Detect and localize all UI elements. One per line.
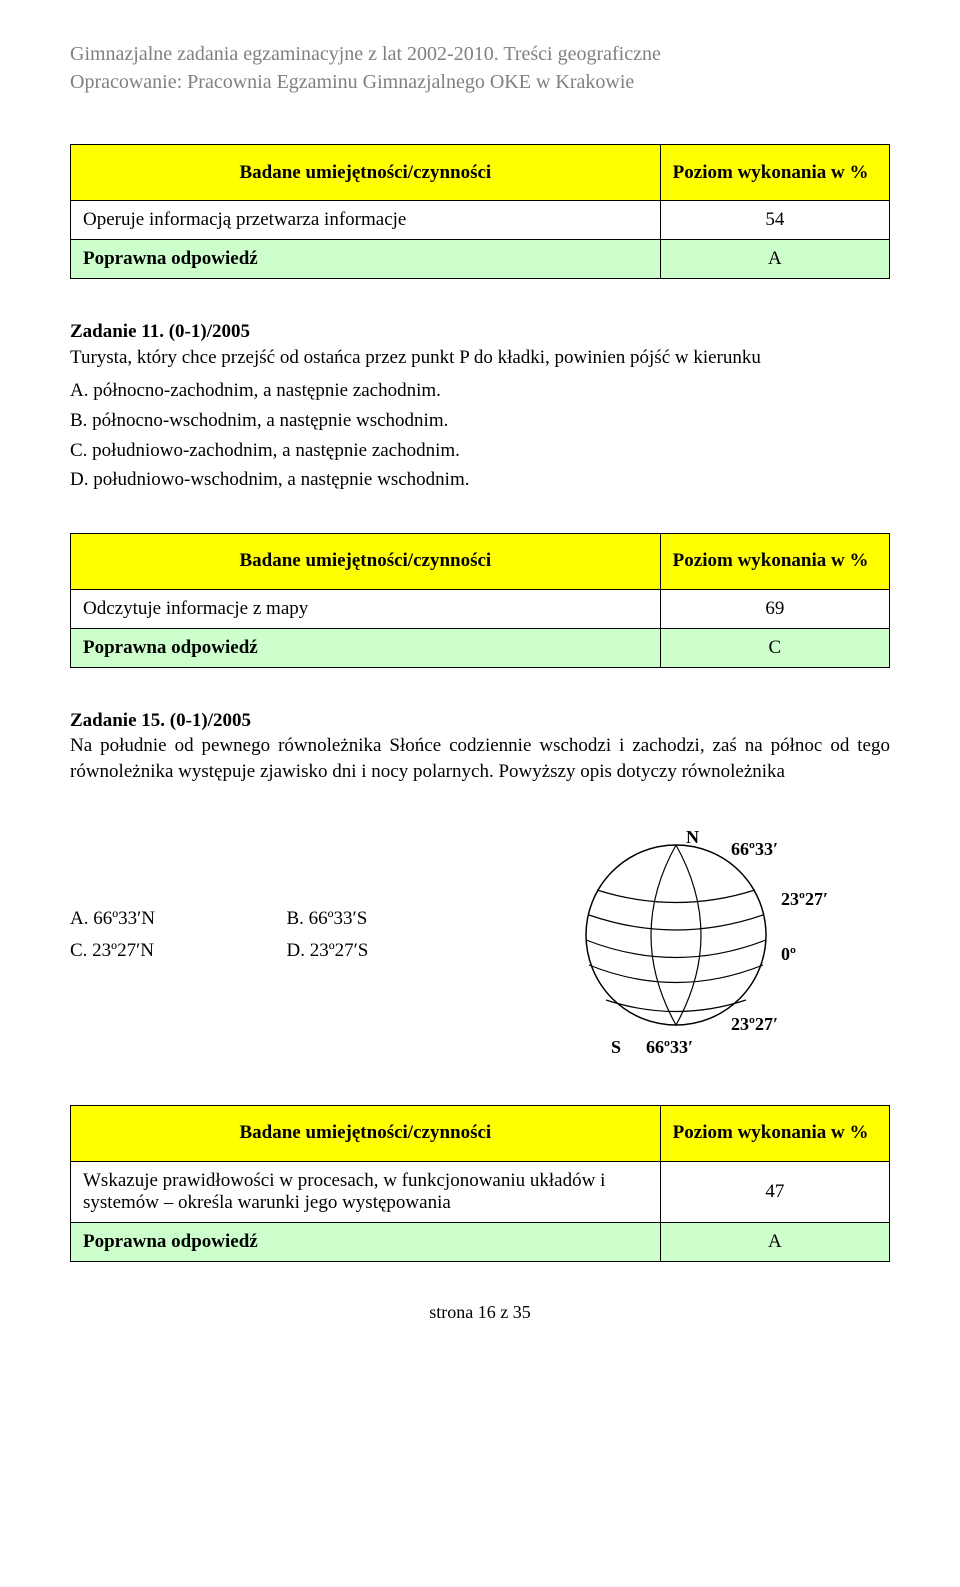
table3-answer-label: Poprawna odpowiedź	[71, 1222, 661, 1261]
task15-opt-a: A. 66º33′N	[70, 908, 286, 930]
table2-answer: C	[660, 628, 889, 667]
table1-skill: Operuje informacją przetwarza informacje	[71, 201, 661, 240]
table-1: Badane umiejętności/czynności Poziom wyk…	[70, 144, 890, 279]
task15-opt-b: B. 66º33′S	[286, 908, 502, 930]
table1-answer: A	[660, 240, 889, 279]
globe-lat-66n: 66º33′	[731, 839, 778, 859]
table3-value: 47	[660, 1161, 889, 1222]
task15-opt-d: D. 23º27′S	[286, 940, 502, 962]
table3-level-header: Poziom wykonania w %	[660, 1105, 889, 1161]
page-header: Gimnazjalne zadania egzaminacyjne z lat …	[70, 40, 890, 96]
globe-label-n: N	[686, 827, 699, 847]
task15-diagram-row: A. 66º33′N B. 66º33′S C. 23º27′N D. 23º2…	[70, 805, 890, 1065]
globe-svg: N S 66º33′ 23º27′ 0º 23º27′ 66º33′	[556, 805, 856, 1065]
table1-skills-header: Badane umiejętności/czynności	[71, 145, 661, 201]
task11-title: Zadanie 11. (0-1)/2005	[70, 321, 250, 342]
task11-opt-c: C. południowo-zachodnim, a następnie zac…	[70, 438, 890, 464]
header-line1: Gimnazjalne zadania egzaminacyjne z lat …	[70, 40, 890, 68]
task15-opt-c: C. 23º27′N	[70, 940, 286, 962]
table3-skill: Wskazuje prawidłowości w procesach, w fu…	[71, 1161, 661, 1222]
table-2: Badane umiejętności/czynności Poziom wyk…	[70, 533, 890, 668]
task15-options: A. 66º33′N B. 66º33′S C. 23º27′N D. 23º2…	[70, 898, 521, 972]
globe-lat-23s: 23º27′	[731, 1014, 778, 1034]
table2-answer-label: Poprawna odpowiedź	[71, 628, 661, 667]
table3-answer: A	[660, 1222, 889, 1261]
task11-options: A. północno-zachodnim, a następnie zacho…	[70, 378, 890, 493]
table2-skills-header: Badane umiejętności/czynności	[71, 533, 661, 589]
table1-level-header: Poziom wykonania w %	[660, 145, 889, 201]
task-15: Zadanie 15. (0-1)/2005 Na południe od pe…	[70, 708, 890, 785]
table1-answer-label: Poprawna odpowiedź	[71, 240, 661, 279]
globe-lat-66s: 66º33′	[646, 1037, 693, 1057]
task11-opt-d: D. południowo-wschodnim, a następnie wsc…	[70, 467, 890, 493]
task11-opt-b: B. północno-wschodnim, a następnie wscho…	[70, 408, 890, 434]
globe-lat-23n: 23º27′	[781, 889, 828, 909]
table2-level-header: Poziom wykonania w %	[660, 533, 889, 589]
globe-label-s: S	[611, 1037, 621, 1057]
task11-text: Turysta, który chce przejść od ostańca p…	[70, 347, 761, 368]
table-3: Badane umiejętności/czynności Poziom wyk…	[70, 1105, 890, 1262]
globe-lat-0: 0º	[781, 944, 796, 964]
task-11: Zadanie 11. (0-1)/2005 Turysta, który ch…	[70, 319, 890, 493]
header-line2: Opracowanie: Pracownia Egzaminu Gimnazja…	[70, 68, 890, 96]
table2-skill: Odczytuje informacje z mapy	[71, 589, 661, 628]
table2-value: 69	[660, 589, 889, 628]
page-footer: strona 16 z 35	[70, 1302, 890, 1323]
globe-diagram: N S 66º33′ 23º27′ 0º 23º27′ 66º33′	[521, 805, 890, 1065]
table1-value: 54	[660, 201, 889, 240]
table3-skills-header: Badane umiejętności/czynności	[71, 1105, 661, 1161]
task11-opt-a: A. północno-zachodnim, a następnie zacho…	[70, 378, 890, 404]
task15-text: Na południe od pewnego równoleżnika Słoń…	[70, 735, 890, 782]
task15-title: Zadanie 15. (0-1)/2005	[70, 710, 251, 731]
